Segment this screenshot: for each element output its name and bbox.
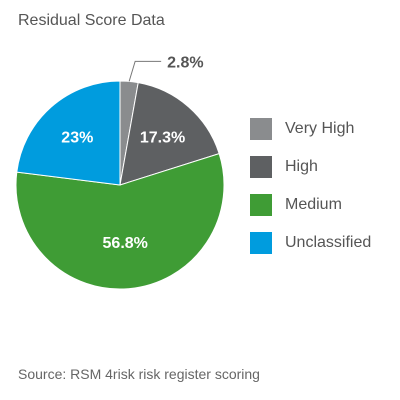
pie-slice-medium bbox=[15, 152, 225, 290]
legend: Very High High Medium Unclassified bbox=[250, 117, 371, 269]
legend-item-very-high: Very High bbox=[250, 117, 371, 141]
pie-leader-line-very-high bbox=[128, 60, 162, 82]
legend-label-high: High bbox=[285, 158, 318, 175]
pie-slice-unclassified bbox=[16, 80, 121, 186]
chart-title: Residual Score Data bbox=[18, 12, 165, 29]
legend-item-unclassified: Unclassified bbox=[250, 231, 371, 255]
legend-item-medium: Medium bbox=[250, 193, 371, 217]
pie-label-medium: 56.8% bbox=[103, 235, 148, 252]
legend-item-high: High bbox=[250, 155, 371, 179]
legend-label-very-high: Very High bbox=[285, 120, 355, 137]
legend-label-medium: Medium bbox=[285, 196, 342, 213]
legend-swatch-very-high bbox=[250, 118, 272, 140]
legend-swatch-high bbox=[250, 156, 272, 178]
pie-label-high: 17.3% bbox=[140, 130, 185, 147]
pie-slice-high bbox=[119, 82, 220, 186]
source-note: Source: RSM 4risk risk register scoring bbox=[18, 366, 260, 382]
legend-label-unclassified: Unclassified bbox=[285, 234, 372, 251]
pie-label-unclassified: 23% bbox=[61, 130, 93, 147]
pie-label-very-high: 2.8% bbox=[167, 54, 203, 71]
legend-swatch-unclassified bbox=[250, 232, 272, 254]
legend-swatch-medium bbox=[250, 194, 272, 216]
